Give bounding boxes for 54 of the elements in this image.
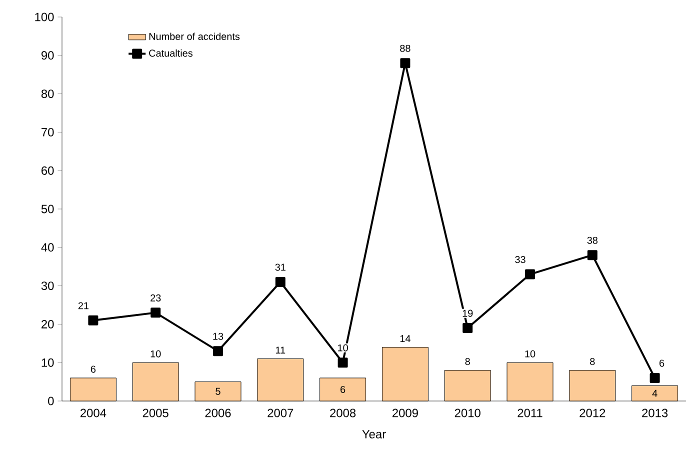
x-tick-label: 2006 [205, 408, 231, 418]
y-tick-label: 70 [42, 128, 54, 136]
point [275, 276, 286, 287]
data-label: 31 [275, 264, 286, 271]
point [462, 323, 473, 334]
data-label: 21 [78, 302, 89, 310]
x-tick-label: 2012 [580, 408, 606, 418]
data-label: 6 [340, 386, 346, 394]
data-label: 10 [150, 350, 161, 358]
x-tick-label: 2010 [454, 408, 480, 418]
data-label: 10 [525, 350, 536, 358]
data-label: 88 [400, 44, 410, 52]
data-label: 8 [590, 358, 595, 366]
x-axis-title: Year [362, 430, 386, 438]
data-label: 13 [213, 332, 224, 340]
point [650, 372, 660, 383]
legend-label: Catualties [149, 49, 193, 57]
y-tick-label: 20 [42, 320, 54, 328]
point [400, 58, 410, 68]
data-label: 8 [465, 358, 470, 366]
data-label: 6 [660, 360, 664, 367]
data-label: 19 [462, 310, 473, 317]
x-tick-label: 2004 [80, 408, 106, 418]
data-label: 10 [338, 344, 348, 352]
x-tick-label: 2013 [642, 408, 668, 418]
y-tick-label: 100 [35, 12, 54, 22]
data-label: 23 [150, 294, 161, 302]
point [150, 308, 161, 318]
y-tick-label: 0 [48, 396, 54, 406]
legend-label: Number of accidents [149, 32, 240, 40]
point [338, 358, 348, 368]
point [88, 315, 98, 326]
data-label: 14 [400, 335, 410, 342]
data-label: 4 [652, 390, 658, 397]
point [213, 346, 224, 356]
x-tick-label: 2011 [518, 408, 542, 418]
y-tick-label: 80 [41, 90, 54, 98]
y-tick-label: 10 [42, 358, 54, 367]
point [525, 269, 536, 280]
data-label: 5 [216, 388, 220, 395]
x-tick-label: 2007 [268, 408, 294, 418]
y-tick-label: 50 [41, 204, 54, 214]
data-label: 6 [90, 366, 96, 373]
data-label: 11 [276, 346, 286, 354]
point [587, 250, 598, 260]
x-tick-label: 2008 [330, 408, 356, 418]
y-tick-label: 30 [41, 282, 54, 290]
y-tick-label: 90 [41, 51, 54, 60]
x-tick-label: 2009 [392, 408, 418, 418]
x-tick-label: 2005 [142, 408, 168, 418]
y-tick-label: 60 [42, 166, 54, 175]
y-tick-label: 40 [41, 243, 54, 252]
data-label: 38 [587, 236, 598, 244]
data-label: 33 [515, 256, 526, 264]
